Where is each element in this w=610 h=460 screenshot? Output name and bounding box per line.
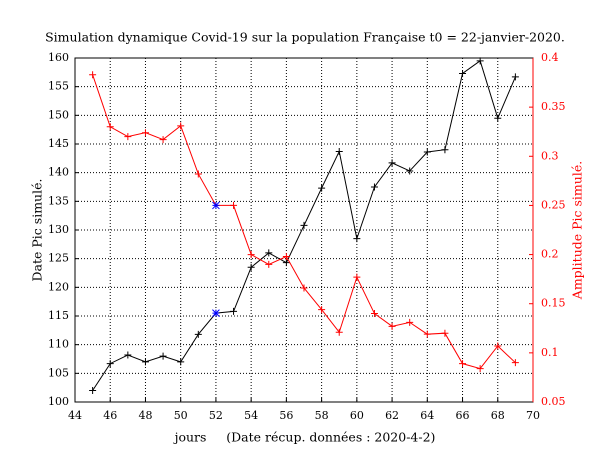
point-marker [423,330,431,338]
point-marker [282,253,290,261]
point-marker [89,387,97,395]
point-marker [265,249,273,257]
y2-tick-label: 0.15 [541,297,566,310]
point-marker [423,148,431,156]
point-marker [300,284,308,292]
point-marker [459,69,467,77]
point-marker [159,352,167,360]
point-marker [441,329,449,337]
point-marker [406,167,414,175]
y-tick-label: 105 [48,366,69,379]
point-marker [511,73,519,81]
y2-tick-label: 0.05 [541,395,566,408]
y-tick-label: 125 [48,252,69,265]
point-marker [247,263,255,271]
y2-tick-label: 0.25 [541,198,566,211]
x-tick-label: 44 [68,409,82,422]
y-tick-label: 135 [48,194,69,207]
y-tick-label: 120 [48,280,69,293]
y-tick-label: 115 [48,309,69,322]
point-marker [494,114,502,122]
point-marker [388,322,396,330]
point-marker [141,129,149,137]
point-marker [459,360,467,368]
x-axis-label: jours (Date récup. données : 2020-4-2) [173,430,436,445]
x-tick-label: 62 [385,409,399,422]
point-marker [106,360,114,368]
x-tick-label: 68 [491,409,505,422]
x-tick-label: 66 [456,409,470,422]
point-marker [511,359,519,367]
point-marker [106,123,114,131]
point-marker [300,221,308,229]
y-tick-label: 145 [48,137,69,150]
point-marker [177,358,185,366]
y2-tick-label: 0.2 [541,248,559,261]
point-marker [441,146,449,154]
y2-axis-label: Amplitude Pic simulé. [570,161,585,300]
y2-tick-label: 0.1 [541,346,559,359]
point-marker [318,306,326,314]
y-tick-label: 130 [48,223,69,236]
y2-tick-label: 0.35 [541,100,566,113]
y2-tick-label: 0.4 [541,51,559,64]
point-marker [335,147,343,155]
y-axis-label: Date Pic simulé. [30,179,45,282]
y-tick-label: 100 [48,395,69,408]
point-marker [353,273,361,281]
point-marker [494,342,502,350]
y-tick-label: 155 [48,80,69,93]
point-marker [124,351,132,359]
point-marker [318,184,326,192]
point-marker [265,260,273,268]
x-tick-label: 54 [244,409,258,422]
x-tick-label: 48 [138,409,152,422]
point-marker [247,251,255,259]
y-tick-label: 140 [48,166,69,179]
point-marker [177,122,185,130]
point-marker [212,201,220,210]
chart-title: Simulation dynamique Covid-19 sur la pop… [45,30,565,45]
point-marker [388,159,396,167]
y2-tick-label: 0.3 [541,149,559,162]
x-tick-label: 64 [420,409,434,422]
x-tick-label: 52 [209,409,223,422]
point-marker [159,136,167,144]
x-tick-label: 70 [526,409,540,422]
x-tick-label: 46 [103,409,117,422]
point-marker [124,133,132,141]
point-marker [194,170,202,178]
x-tick-label: 60 [350,409,364,422]
point-marker [230,307,238,315]
point-marker [212,309,220,317]
point-marker [353,235,361,243]
x-tick-label: 50 [174,409,188,422]
point-marker [230,201,238,209]
point-marker [89,71,97,79]
x-tick-label: 56 [279,409,293,422]
point-marker [194,330,202,338]
point-marker [141,358,149,366]
point-marker [282,259,290,267]
y-tick-label: 150 [48,108,69,121]
point-marker [335,328,343,336]
point-marker [476,365,484,373]
y-tick-label: 160 [48,51,69,64]
y-tick-label: 110 [48,338,69,351]
point-marker [476,57,484,65]
x-tick-label: 58 [315,409,329,422]
point-marker [370,310,378,318]
point-marker [406,318,414,326]
point-marker [370,183,378,191]
